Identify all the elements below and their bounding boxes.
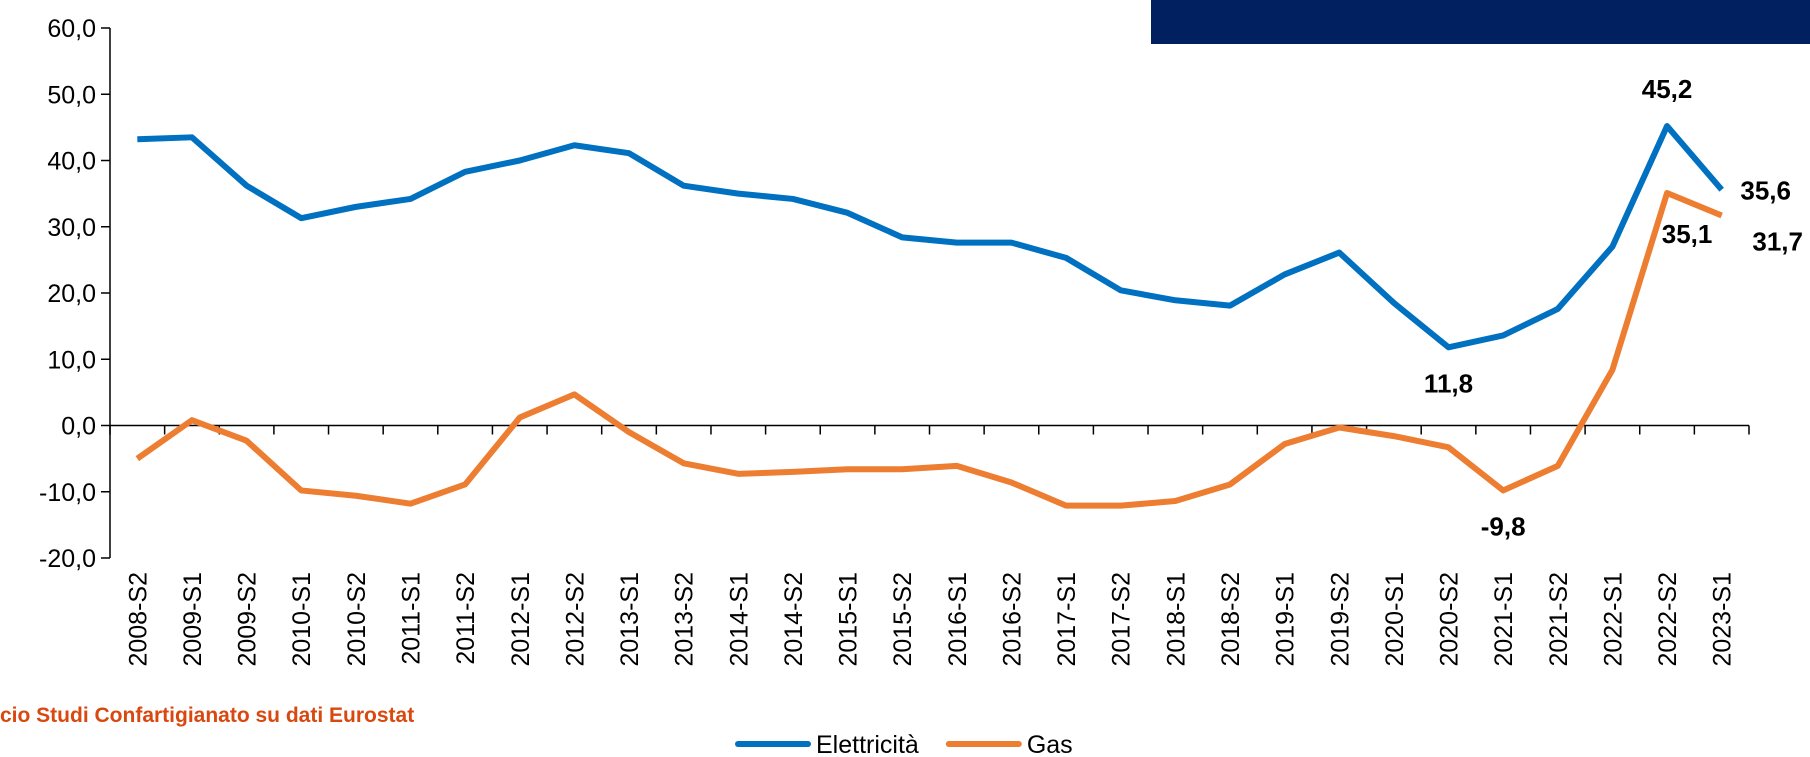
x-tick-label: 2014-S2 bbox=[780, 572, 808, 667]
x-tick-label: 2012-S1 bbox=[507, 572, 535, 667]
x-tick-label: 2021-S2 bbox=[1545, 572, 1573, 667]
x-tick-label: 2010-S1 bbox=[288, 572, 316, 667]
y-tick-label: -10,0 bbox=[39, 479, 96, 507]
data-label: 11,8 bbox=[1424, 368, 1473, 398]
y-tick-label: 30,0 bbox=[47, 214, 96, 242]
y-tick-label: 60,0 bbox=[47, 15, 96, 43]
x-tick-label: 2015-S1 bbox=[835, 572, 863, 667]
data-label: 31,7 bbox=[1752, 226, 1803, 256]
line-0 bbox=[137, 123, 1724, 351]
x-tick-label: 2013-S1 bbox=[616, 572, 644, 667]
x-tick-label: 2018-S2 bbox=[1217, 572, 1245, 667]
header-bar bbox=[1151, 0, 1810, 44]
x-tick-label: 2014-S1 bbox=[725, 572, 753, 667]
x-tick-label: 2015-S2 bbox=[889, 572, 917, 667]
x-tick-label: 2019-S2 bbox=[1326, 572, 1354, 667]
x-tick-label: 2008-S2 bbox=[124, 572, 152, 667]
x-tick-label: 2011-S1 bbox=[397, 572, 425, 665]
x-tick-label: 2017-S2 bbox=[1108, 572, 1136, 667]
x-tick-label: 2021-S1 bbox=[1490, 572, 1518, 667]
x-tick-label: 2020-S2 bbox=[1436, 572, 1464, 667]
x-tick-label: 2022-S1 bbox=[1599, 572, 1627, 667]
x-tick-label: 2022-S2 bbox=[1654, 572, 1682, 667]
x-tick-label: 2018-S1 bbox=[1162, 572, 1190, 667]
y-tick-label: 0,0 bbox=[61, 413, 96, 441]
legend-label: Gas bbox=[1027, 731, 1073, 757]
x-tick-label: 2023-S1 bbox=[1709, 572, 1737, 667]
x-tick-label: 2017-S1 bbox=[1053, 572, 1081, 667]
x-tick-label: 2011-S2 bbox=[452, 572, 480, 665]
y-tick-label: 40,0 bbox=[47, 148, 96, 176]
x-tick-label: 2020-S1 bbox=[1381, 572, 1409, 667]
x-tick-label: 2013-S2 bbox=[671, 572, 699, 667]
y-tick-label: 50,0 bbox=[47, 81, 96, 109]
data-label: 35,1 bbox=[1662, 219, 1713, 249]
line-1 bbox=[135, 189, 1723, 509]
x-tick-label: 2012-S2 bbox=[561, 572, 589, 667]
legend-label: Elettricità bbox=[816, 731, 919, 757]
x-tick-label: 2009-S1 bbox=[179, 572, 207, 667]
x-tick-label: 2010-S2 bbox=[343, 572, 371, 667]
y-tick-label: 20,0 bbox=[47, 280, 96, 308]
x-tick-label: 2016-S2 bbox=[998, 572, 1026, 667]
y-tick-label: -20,0 bbox=[39, 545, 96, 573]
data-label: -9,8 bbox=[1481, 511, 1526, 541]
x-tick-label: 2019-S1 bbox=[1272, 572, 1300, 667]
source: cio Studi Confartigianato su dati Eurost… bbox=[0, 704, 414, 727]
data-label: 35,6 bbox=[1740, 176, 1791, 206]
data-label: 45,2 bbox=[1642, 74, 1693, 104]
y-tick-label: 10,0 bbox=[47, 346, 96, 374]
x-tick-label: 2016-S1 bbox=[944, 572, 972, 667]
x-tick-label: 2009-S2 bbox=[234, 572, 262, 667]
